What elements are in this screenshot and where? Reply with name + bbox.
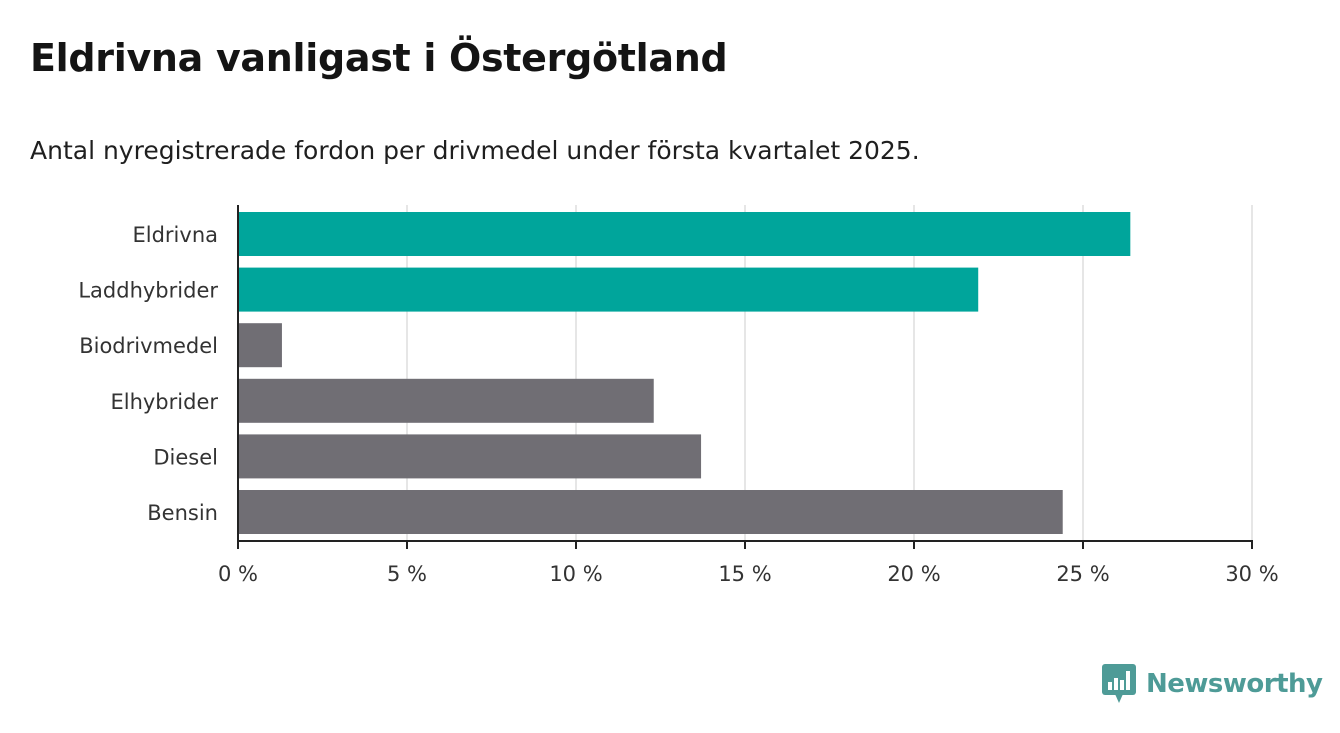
newsworthy-logo-icon (1102, 664, 1136, 703)
x-tick-label: 0 % (218, 562, 258, 586)
category-label: Laddhybrider (78, 279, 218, 303)
bar (238, 323, 282, 368)
chart-title: Eldrivna vanligast i Östergötland (30, 36, 728, 80)
brand-name: Newsworthy (1146, 669, 1323, 699)
category-label: Eldrivna (132, 223, 218, 247)
category-label: Diesel (153, 445, 218, 469)
x-tick-label: 5 % (387, 562, 427, 586)
x-tick-label: 30 % (1225, 562, 1278, 586)
x-tick-label: 20 % (887, 562, 940, 586)
bar (238, 212, 1131, 256)
bar (238, 267, 979, 312)
x-tick-label: 10 % (549, 562, 602, 586)
bar (238, 434, 702, 479)
category-labels: Eldrivna Laddhybrider Biodrivmedel Elhybrid… (78, 223, 218, 525)
x-tick-label: 25 % (1056, 562, 1109, 586)
category-label: Bensin (147, 501, 218, 525)
bar (238, 378, 654, 423)
brand: Newsworthy (1102, 662, 1323, 706)
x-tick-label: 15 % (718, 562, 771, 586)
bar (238, 490, 1063, 534)
category-label: Elhybrider (110, 390, 218, 414)
x-axis: 0 % 5 % 10 % 15 % 20 % 25 % 30 % (218, 205, 1279, 586)
bars (238, 212, 1131, 534)
grid-lines (406, 205, 1253, 541)
chart-subtitle: Antal nyregistrerade fordon per drivmede… (30, 136, 920, 165)
category-label: Biodrivmedel (79, 334, 218, 358)
